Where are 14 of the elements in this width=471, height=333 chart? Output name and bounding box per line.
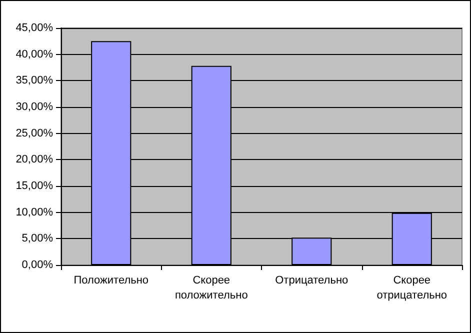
y-tick-label: 5,00% [22,232,54,245]
y-tick-label: 35,00% [16,74,54,87]
y-tick-label: 0,00% [22,259,54,271]
x-tick-label: Скорее положительно [174,274,248,302]
x-tick-label: Скорее отрицательно [376,274,448,302]
y-tick-label: 25,00% [16,127,54,140]
x-tick-label: Отрицательно [275,274,348,286]
y-tick-label: 45,00% [16,22,54,34]
y-tick-label: 20,00% [16,154,54,166]
y-tick-label: 15,00% [16,180,54,192]
y-tick-label: 30,00% [16,101,54,113]
y-tick-label: 10,00% [16,206,54,218]
x-tick-label: Положительно [74,274,149,286]
y-tick-label: 40,00% [16,48,54,60]
